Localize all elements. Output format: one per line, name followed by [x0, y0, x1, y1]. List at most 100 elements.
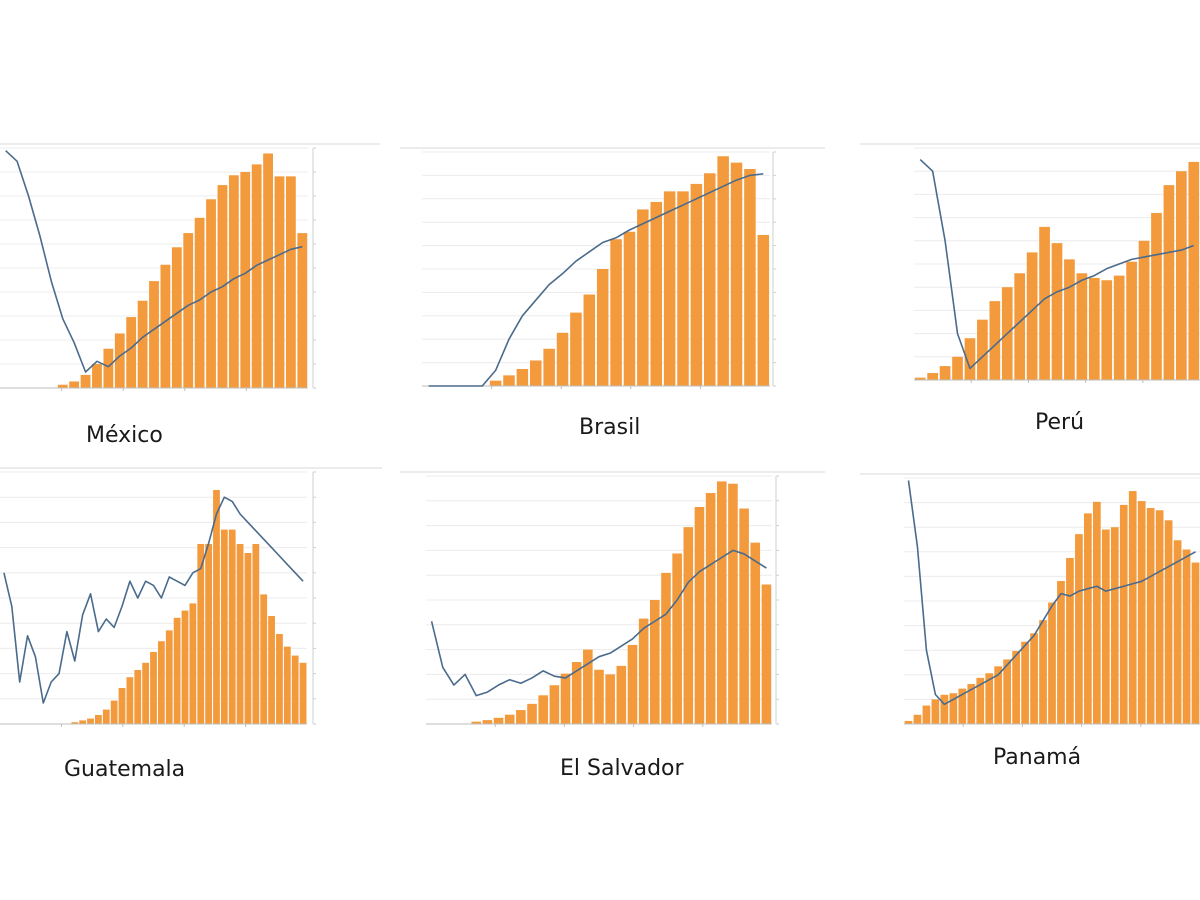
- guatemala-bar: [197, 544, 205, 724]
- guatemala-bar: [102, 709, 110, 724]
- peru-line-series: [919, 159, 1195, 370]
- brasil-bar: [730, 162, 743, 386]
- mexico-bar: [114, 333, 125, 388]
- el-salvador-bar: [482, 720, 493, 725]
- peru-bar: [1126, 261, 1137, 380]
- panama-bar: [1066, 557, 1074, 724]
- panama-bar: [1164, 520, 1173, 724]
- guatemala-bar: [173, 617, 181, 724]
- peru-bar: [1163, 185, 1175, 380]
- peru-bar: [1151, 212, 1162, 380]
- guatemala-bar: [291, 655, 299, 724]
- guatemala-bar: [228, 529, 236, 724]
- chart-peru: [860, 143, 1200, 383]
- chart-el-salvador: [400, 471, 825, 727]
- mexico-bar: [103, 348, 114, 388]
- peru-bar: [1176, 171, 1187, 380]
- guatemala-bar: [181, 610, 189, 724]
- guatemala-bar: [142, 662, 150, 724]
- guatemala-bar: [260, 594, 268, 724]
- panama-bar: [1110, 527, 1119, 724]
- panama-bar: [1021, 641, 1029, 724]
- brasil-bar: [530, 360, 542, 386]
- guatemala-bar: [157, 641, 165, 724]
- guatemala-bar: [165, 630, 173, 724]
- el-salvador-bar: [761, 584, 772, 724]
- el-salvador-bar: [750, 542, 761, 724]
- chart-panel-peru: Perú: [860, 140, 1200, 455]
- mexico-bar: [194, 217, 205, 388]
- el-salvador-bar: [683, 527, 694, 724]
- brasil-bar: [704, 173, 716, 386]
- el-salvador-bar: [716, 481, 727, 724]
- mexico-bar: [285, 176, 296, 388]
- panama-bar: [1084, 513, 1092, 724]
- el-salvador-bar: [627, 644, 638, 724]
- mexico-bar: [149, 281, 159, 388]
- brasil-bar: [596, 269, 609, 386]
- guatemala-bar: [95, 715, 102, 724]
- panama-bar: [1191, 562, 1200, 724]
- mexico-bar: [57, 384, 68, 388]
- guatemala-bar: [220, 529, 228, 724]
- el-salvador-bar: [471, 721, 482, 724]
- brasil-bar: [570, 312, 582, 386]
- mexico-bar: [171, 247, 182, 388]
- peru-bar: [1113, 275, 1125, 380]
- panama-bar: [1101, 529, 1110, 724]
- panama-bar: [1075, 534, 1083, 724]
- el-salvador-bar: [538, 695, 548, 724]
- guatemala-bar: [71, 722, 79, 724]
- el-salvador-bar: [650, 600, 660, 724]
- guatemala-bar: [236, 544, 244, 724]
- el-salvador-bar: [583, 649, 593, 724]
- peru-bar: [1138, 240, 1150, 380]
- panama-bar: [967, 684, 976, 725]
- chart-panama: [860, 473, 1200, 727]
- el-salvador-bar: [516, 710, 526, 724]
- brasil-line-series: [428, 173, 764, 387]
- el-salvador-bar: [638, 618, 649, 724]
- peru-bar: [1076, 273, 1088, 380]
- country-label-panama: Panamá: [993, 745, 1082, 770]
- panama-bar: [1137, 501, 1146, 724]
- brasil-bar: [610, 239, 622, 386]
- panama-line-series: [907, 480, 1196, 706]
- mexico-bar: [92, 364, 102, 388]
- panama-bar: [913, 714, 922, 724]
- el-salvador-bar: [594, 669, 604, 724]
- peru-bar: [1101, 280, 1113, 380]
- chart-mexico: [0, 143, 380, 391]
- country-label-brasil: Brasil: [579, 415, 641, 440]
- mexico-bar: [263, 153, 273, 388]
- brasil-bar: [503, 375, 515, 386]
- panama-bar: [1173, 540, 1182, 724]
- mexico-bar: [183, 233, 194, 388]
- brasil-bar: [516, 368, 529, 386]
- panama-bar: [994, 666, 1003, 724]
- guatemala-bar: [126, 677, 134, 724]
- el-salvador-bar: [527, 703, 537, 724]
- chart-panel-mexico: México: [0, 140, 385, 455]
- el-salvador-bar: [728, 483, 738, 724]
- el-salvador-bar: [493, 717, 504, 724]
- mexico-line-series: [5, 150, 303, 373]
- guatemala-bar: [87, 718, 94, 724]
- mexico-bar: [160, 264, 171, 388]
- guatemala-bar: [118, 688, 126, 724]
- guatemala-bar: [299, 662, 307, 724]
- el-salvador-bar: [571, 662, 582, 724]
- panama-bar: [931, 699, 940, 724]
- el-salvador-bar: [605, 674, 615, 724]
- panama-bar: [1155, 510, 1164, 724]
- mexico-bar: [251, 164, 262, 388]
- mexico-bar: [240, 172, 251, 388]
- panama-bar: [1057, 581, 1065, 724]
- el-salvador-bar: [504, 714, 515, 724]
- panama-bar: [985, 673, 994, 724]
- panama-bar: [1146, 507, 1155, 724]
- panama-bar: [922, 705, 931, 724]
- mexico-bar: [69, 381, 80, 388]
- brasil-bar: [637, 209, 649, 386]
- panama-bar: [1003, 659, 1011, 725]
